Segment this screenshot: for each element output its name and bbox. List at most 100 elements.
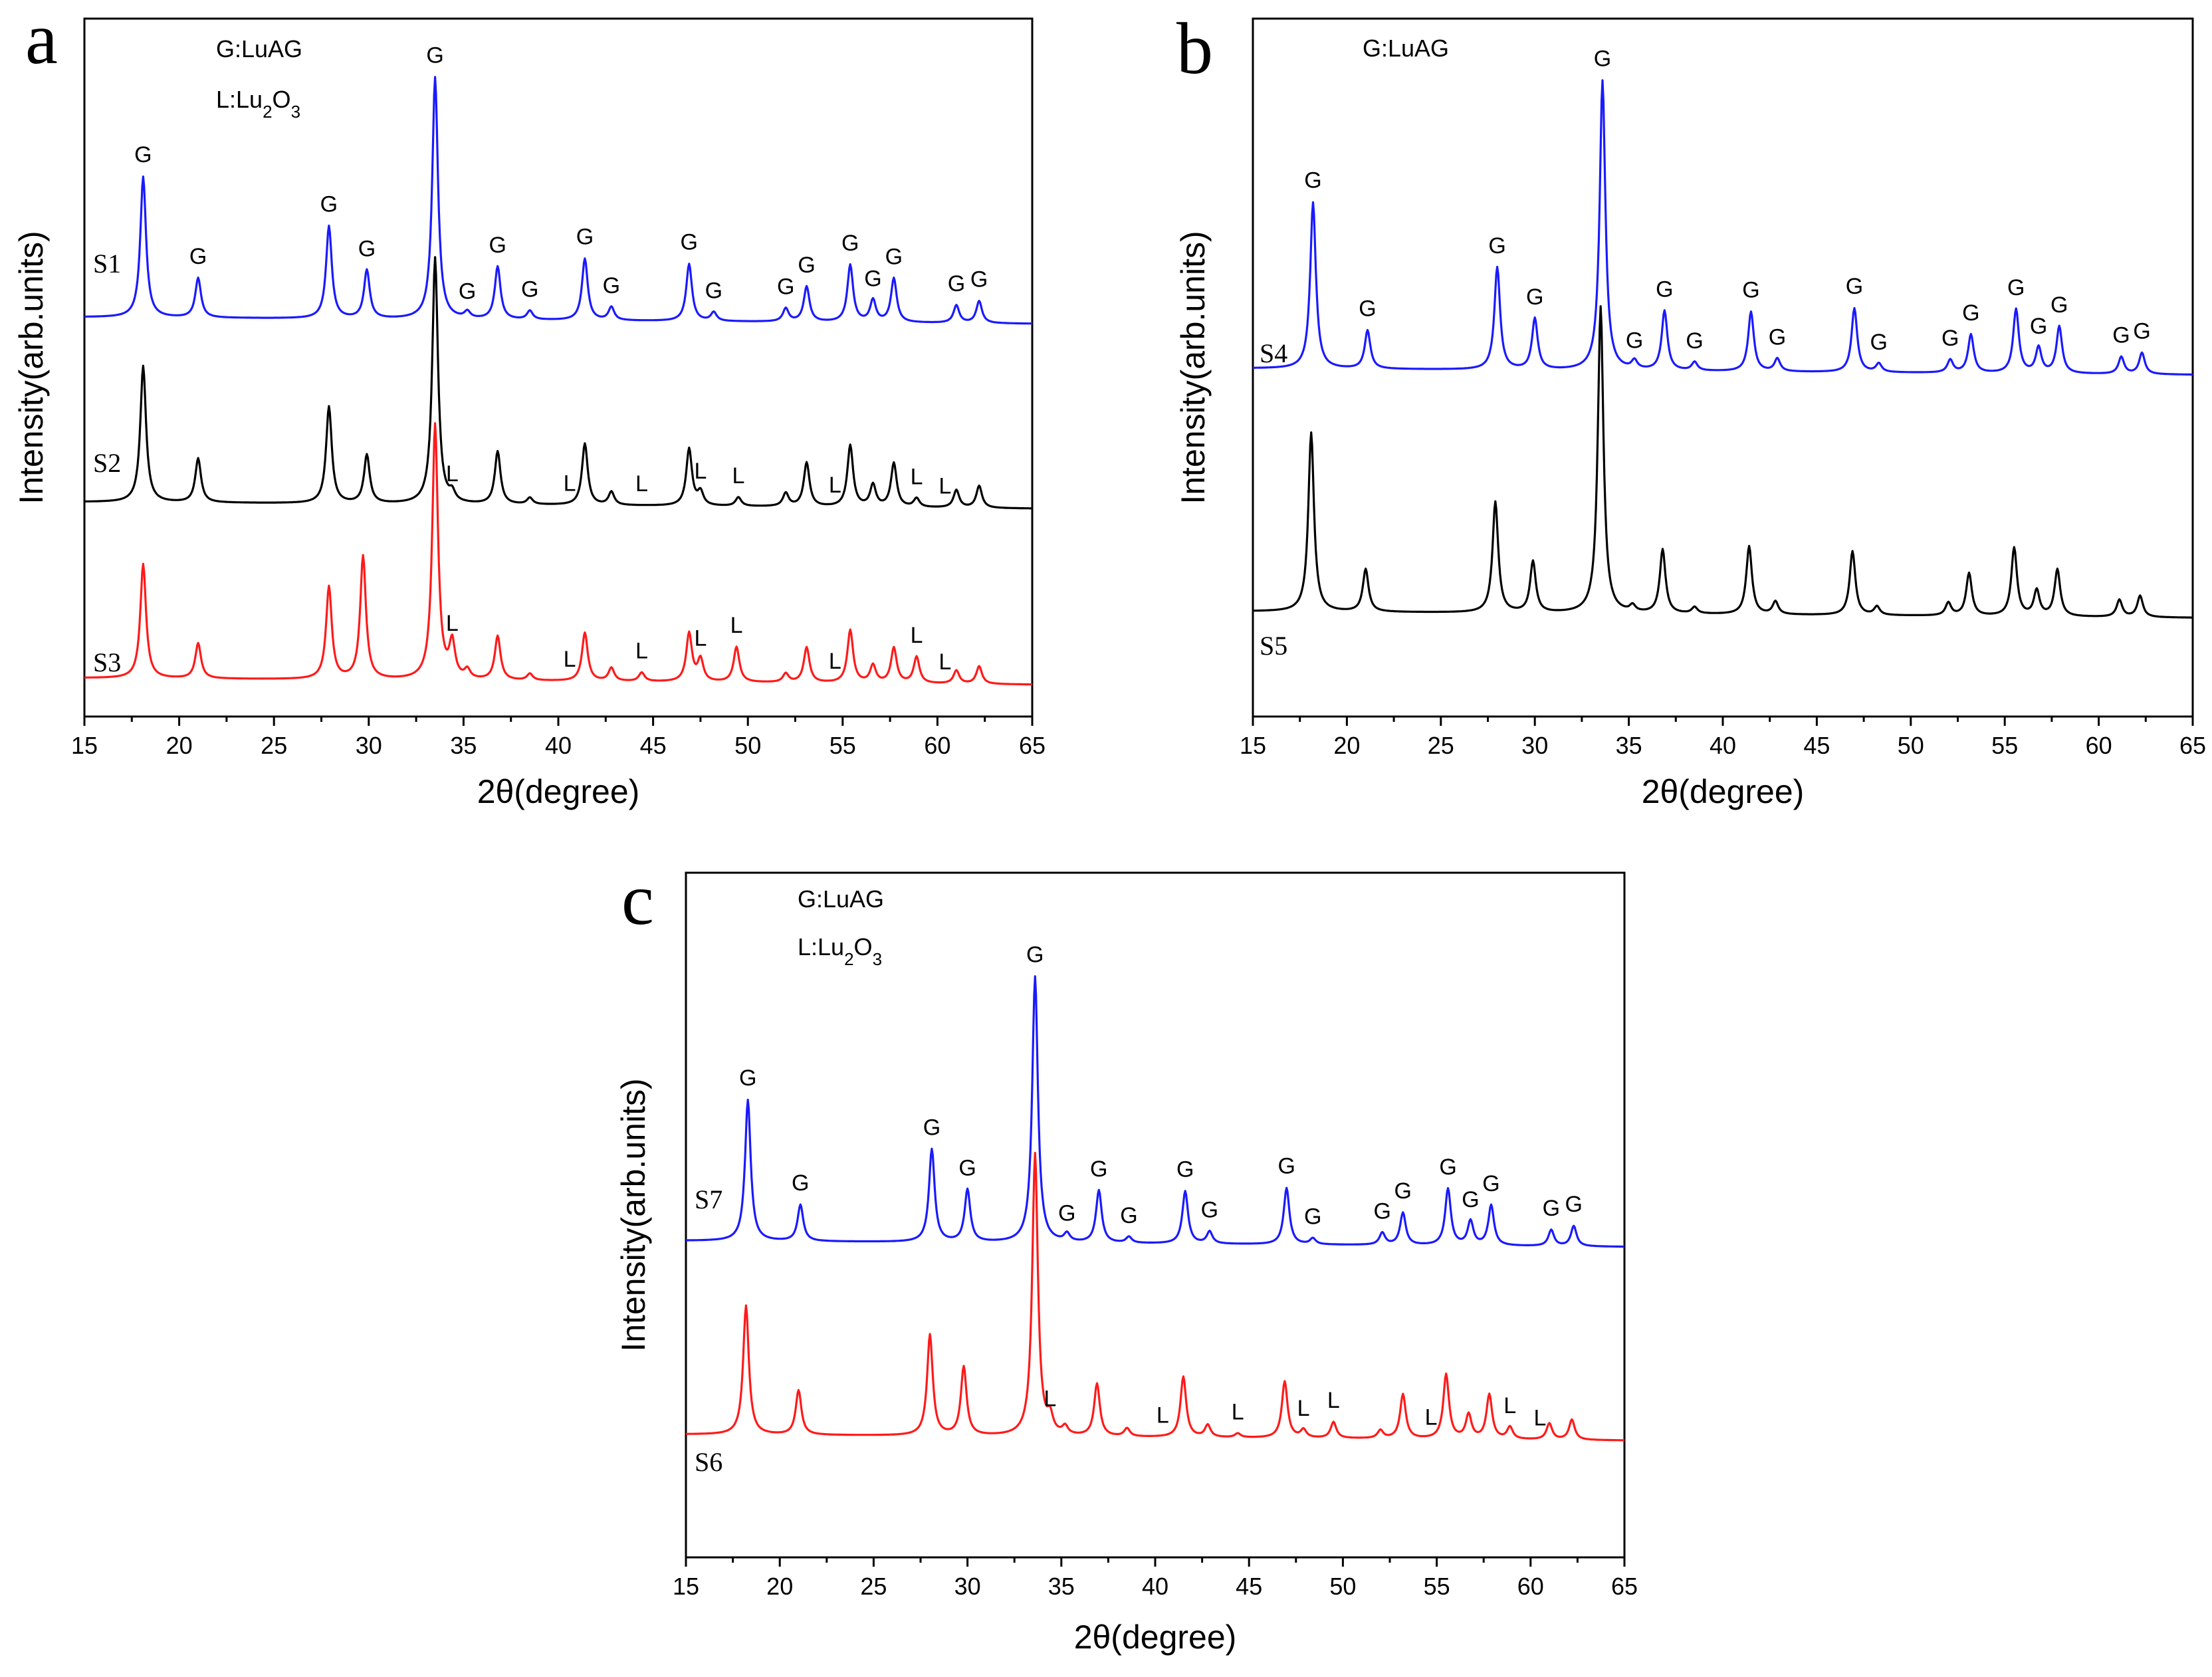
peak-label-g: G	[1373, 1198, 1390, 1224]
peak-label-g: G	[792, 1171, 809, 1196]
peak-label-g: G	[1962, 300, 1979, 326]
peak-label-l: L	[1425, 1404, 1438, 1430]
panel-b-legend-garnet: G:LuAG	[1363, 35, 1449, 62]
x-tick-label: 20	[766, 1573, 793, 1600]
x-tick-label: 15	[71, 732, 98, 759]
peak-label-g: G	[970, 267, 988, 292]
peak-label-g: G	[134, 142, 152, 168]
peak-label-g: G	[1626, 328, 1643, 353]
peak-label-l: L	[1533, 1405, 1546, 1430]
panel-c-y-axis-label: Intensity(arb.units)	[615, 1078, 652, 1351]
x-tick-label: 30	[356, 732, 382, 759]
series-label-s7: S7	[695, 1184, 722, 1214]
peak-label-g: G	[1439, 1155, 1456, 1180]
series-trace-s5	[1252, 305, 2193, 619]
peak-label-g: G	[1090, 1157, 1107, 1182]
panel-a-legend-garnet: G:LuAG	[216, 35, 302, 62]
x-tick-label: 50	[734, 732, 761, 759]
panel-a-letter: a	[25, 0, 58, 79]
series-trace-s2	[84, 256, 1033, 510]
x-tick-label: 30	[1521, 732, 1548, 759]
peak-label-g: G	[1304, 1204, 1321, 1230]
peak-label-g: G	[603, 273, 620, 298]
peak-label-l: L	[732, 463, 744, 489]
series-label-s2: S2	[93, 448, 121, 478]
x-tick-label: 40	[1142, 1573, 1168, 1600]
peak-label-l: L	[939, 473, 951, 499]
peak-label-g: G	[2030, 314, 2047, 339]
x-tick-label: 55	[830, 732, 856, 759]
peak-label-l: L	[446, 611, 459, 636]
series-label-s4: S4	[1260, 338, 1287, 368]
peak-label-g: G	[320, 192, 338, 217]
peak-label-g: G	[1359, 296, 1376, 322]
x-tick-label: 25	[860, 1573, 887, 1600]
peak-label-g: G	[1201, 1198, 1218, 1223]
peak-label-l: L	[1157, 1403, 1169, 1428]
peak-label-g: G	[489, 233, 506, 258]
peak-label-g: G	[1941, 326, 1959, 351]
series-label-s5: S5	[1260, 631, 1287, 661]
x-tick-label: 35	[450, 732, 477, 759]
peak-label-g: G	[739, 1065, 756, 1091]
peak-label-g: G	[1846, 274, 1863, 299]
panel-b-x-axis-label: 2θ(degree)	[1642, 773, 1805, 810]
peak-label-g: G	[705, 279, 722, 304]
panel-b-letter: b	[1176, 8, 1213, 89]
panel-c-legend-garnet: G:LuAG	[798, 885, 884, 913]
x-tick-label: 60	[924, 732, 950, 759]
peak-label-g: G	[1488, 233, 1505, 259]
peak-label-g: G	[841, 231, 859, 256]
x-tick-label: 55	[1424, 1573, 1450, 1600]
peak-label-g: G	[1394, 1178, 1412, 1204]
peak-label-l: L	[911, 623, 923, 648]
series-trace-s4	[1252, 79, 2193, 376]
x-tick-label: 40	[545, 732, 572, 759]
x-tick-label: 35	[1048, 1573, 1075, 1600]
peak-label-l: L	[1327, 1388, 1340, 1413]
x-tick-label: 25	[261, 732, 287, 759]
peak-label-g: G	[798, 253, 815, 278]
peak-label-g: G	[1686, 328, 1703, 354]
series-trace-s6	[685, 1151, 1625, 1442]
peak-label-g: G	[1482, 1171, 1499, 1196]
x-tick-label: 45	[1803, 732, 1830, 759]
peak-label-l: L	[446, 461, 459, 487]
peak-label-l: L	[829, 649, 841, 674]
series-trace-s7	[685, 975, 1625, 1248]
series-trace-s3	[84, 422, 1033, 686]
peak-label-l: L	[635, 471, 648, 497]
peak-label-g: G	[923, 1115, 940, 1141]
peak-label-g: G	[948, 271, 965, 296]
x-tick-label: 50	[1329, 1573, 1356, 1600]
panel-b-x-ticks: 15 20 25 30 35 40 45 50 55 60 65	[1240, 717, 2206, 759]
peak-label-g: G	[1769, 324, 1786, 350]
peak-label-g: G	[864, 266, 881, 291]
peak-label-g: G	[1526, 284, 1543, 310]
series-label-s3: S3	[93, 647, 121, 677]
peak-label-g: G	[885, 244, 903, 269]
peak-label-l: L	[1044, 1386, 1056, 1411]
peak-label-g: G	[189, 244, 207, 269]
peak-label-g: G	[777, 275, 794, 300]
x-tick-label: 45	[640, 732, 667, 759]
x-tick-label: 65	[1611, 1573, 1638, 1600]
peak-label-g: G	[1462, 1187, 1479, 1212]
peak-label-g: G	[1277, 1154, 1295, 1179]
peak-label-g: G	[2050, 292, 2068, 318]
x-tick-label: 65	[1019, 732, 1046, 759]
peak-label-g: G	[2133, 318, 2150, 344]
panel-b-y-axis-label: Intensity(arb.units)	[1174, 231, 1212, 504]
series-trace-s1	[84, 76, 1033, 325]
peak-label-l: L	[564, 647, 576, 672]
peak-label-g: G	[1026, 943, 1044, 968]
panel-c-x-ticks: 15 20 25 30 35 40 45 50 55 60 65	[673, 1557, 1638, 1600]
series-label-s1: S1	[93, 249, 121, 279]
panel-c-x-axis-label: 2θ(degree)	[1074, 1619, 1237, 1656]
x-tick-label: 35	[1616, 732, 1642, 759]
peak-label-l: L	[694, 625, 707, 651]
peak-label-l: L	[694, 459, 707, 484]
